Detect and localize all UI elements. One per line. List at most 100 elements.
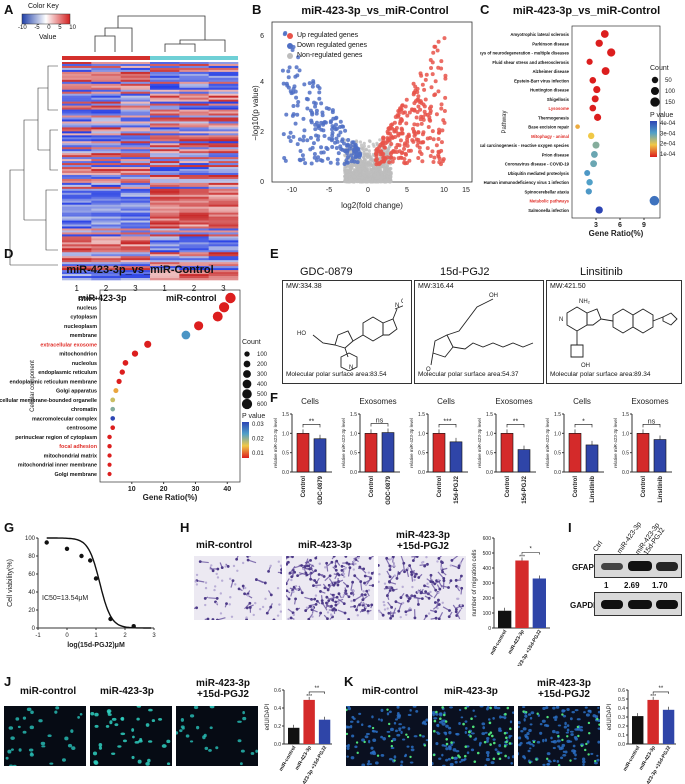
y-tick-label: 1.5 [350,412,357,418]
volcano-point [404,97,409,102]
membrane-pore [219,612,223,615]
cell-nucleus [545,724,550,728]
heatmap-cell [91,89,121,93]
volcano-point [423,77,428,82]
volcano-point [359,179,363,183]
volcano-point [392,149,397,154]
membrane-pore [292,613,296,617]
volcano-point [412,101,417,106]
membrane-pore [441,601,444,604]
migrated-cell [437,603,441,606]
cell-nucleus [573,757,577,760]
heatmap-cell [150,182,180,186]
heatmap-cell [120,242,151,245]
migrated-cell [347,567,351,577]
legend-dot [243,360,251,368]
heatmap-cell [179,151,209,154]
cell-nucleus [557,734,560,738]
heatmap-cell [91,242,121,245]
volcano-point [340,124,345,129]
volcano-point [366,170,370,174]
volcano-point [384,171,388,176]
volcano-point [355,140,359,144]
bar [498,610,512,628]
heatmap-cell [120,149,151,152]
heatmap-cell [208,174,239,178]
migrated-cell [429,580,433,583]
volcano-point [316,155,321,160]
membrane-pore [382,600,385,604]
heatmap-cell [179,254,209,257]
membrane-pore [367,571,371,574]
heatmap-cell [150,62,180,65]
heatmap-cell [150,254,180,257]
heatmap-cell [62,85,92,89]
y-tick-label: 0.0 [282,470,289,476]
volcano-point [435,48,440,53]
bar [585,444,599,473]
heatmap-cell [179,71,209,75]
volcano-point [314,108,319,113]
heatmap-cell [179,147,209,150]
volcano-point [312,151,317,156]
x-tick-label: Linsitinib [658,476,664,503]
migrated-cell [442,579,446,583]
bar [364,433,378,473]
volcano-point [380,140,385,145]
membrane-pore [216,576,220,579]
heatmap-cell [120,272,151,275]
heatmap-cell [91,101,121,104]
volcano-point [431,50,436,55]
cell-nucleus [400,730,403,735]
volcano-point [396,133,401,138]
cell-nucleus [5,756,9,760]
migrated-cell [400,556,405,564]
volcano-point [305,106,310,111]
cell-nucleus [485,751,490,755]
volcano-point [312,100,317,105]
volcano-point [308,108,313,113]
volcano-point [382,155,387,160]
volcano-point [286,75,291,80]
heatmap-cell [120,67,151,71]
membrane-pore [383,608,387,611]
cell-nucleus [508,742,512,745]
heatmap-cell [91,274,121,277]
heatmap-cell [120,147,151,150]
migrated-cell [386,594,389,597]
migrated-cell [437,571,445,579]
heatmap-cell [91,254,121,257]
heatmap-cell [62,206,92,209]
membrane-pore [230,615,234,618]
migrated-cell [254,578,258,581]
migrated-cell [391,588,395,592]
volcano-point [405,113,410,118]
volcano-point [369,180,373,184]
migrated-cell [427,596,431,600]
legend-non: Non-regulated genes [297,52,363,59]
cell-nucleus [481,732,486,736]
cell-nucleus [403,754,407,758]
migrated-cell [359,566,367,574]
cell-nucleus [441,722,446,726]
heatmap-cell [208,212,239,215]
migrated-cell [211,569,215,573]
membrane-pore [337,601,340,605]
heatmap-cell [208,115,239,118]
x-tick-label: miR-423-3p [507,629,526,655]
category-label: nucleoplasm [64,324,97,330]
cell-nucleus [537,714,541,717]
volcano-point [406,134,411,139]
cell-nucleus [522,755,526,759]
heatmap-cell [62,260,92,263]
cell-nucleus [544,738,548,742]
drug-psa-1: Molecular polar surface area:83.54 [286,371,387,378]
heatmap-cell [208,105,239,108]
volcano-point [381,135,386,140]
cell-nucleus [566,708,570,712]
migrated-cell [397,571,401,575]
heatmap-cell [120,99,151,102]
category-label: Base excision repair [528,125,569,130]
cell-nucleus [486,753,490,758]
f-group-title: Cells [437,397,455,406]
